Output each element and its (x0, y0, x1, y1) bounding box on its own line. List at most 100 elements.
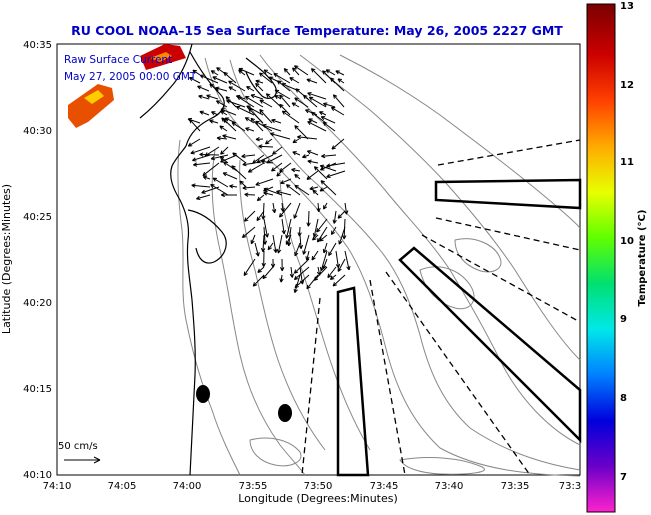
x-tick-label: 73:50 (304, 481, 333, 492)
colorbar-tick-label: 11 (620, 157, 634, 168)
current-vector (292, 138, 300, 144)
current-vector (276, 189, 292, 196)
current-vector (190, 146, 211, 155)
current-vector (220, 108, 237, 116)
current-vector (269, 132, 291, 140)
current-vector (256, 194, 265, 202)
current-vector (273, 73, 291, 84)
current-vector (294, 242, 301, 257)
current-vector (306, 170, 319, 180)
sst-patch-north-warm (150, 52, 172, 62)
current-vector (291, 102, 300, 108)
current-vector (285, 234, 292, 245)
current-vector (331, 138, 345, 150)
current-vector (320, 116, 336, 124)
current-vector (198, 94, 210, 100)
current-vector (202, 162, 220, 177)
current-vector (328, 242, 337, 257)
x-tick-label: 73:3 (559, 481, 581, 492)
current-vector (206, 94, 219, 100)
current-vector (305, 250, 310, 261)
current-vector (326, 170, 346, 179)
current-vector (308, 96, 327, 108)
y-tick-label: 40:15 (23, 384, 52, 395)
y-tick-label: 40:25 (23, 212, 52, 223)
current-vector (338, 226, 346, 245)
current-vector (193, 162, 211, 167)
current-vector (259, 109, 273, 124)
current-vector (222, 172, 238, 180)
current-vector (210, 183, 229, 196)
current-vector (274, 94, 282, 100)
current-vector (294, 97, 309, 108)
current-vector (242, 162, 256, 167)
current-vector (322, 242, 328, 254)
current-vector (322, 258, 328, 270)
current-vector (302, 94, 318, 108)
current-vector (197, 85, 210, 92)
current-vector (316, 218, 328, 233)
current-vector (229, 184, 238, 189)
current-vector (329, 274, 337, 280)
current-vector (226, 99, 246, 108)
radar-site-marker-1 (196, 385, 210, 403)
radar-site-marker-2 (278, 404, 292, 422)
current-vector (199, 152, 220, 157)
current-vector (311, 250, 319, 261)
current-vector (319, 234, 328, 242)
scale-arrow (64, 456, 101, 464)
current-vector (212, 76, 228, 84)
current-vector (306, 150, 319, 156)
current-vector (252, 274, 265, 287)
current-vector (321, 153, 337, 159)
current-vector (250, 94, 264, 100)
current-vector (298, 234, 304, 250)
coastline (139, 43, 277, 476)
current-vector (211, 111, 219, 116)
current-vector (325, 69, 336, 76)
current-vector (189, 77, 201, 84)
current-vector (302, 234, 310, 255)
current-vector (265, 93, 282, 108)
current-vector (316, 202, 321, 213)
colorbar-tick-label: 13 (620, 1, 634, 12)
current-vector (231, 165, 247, 180)
annotation-line-1: Raw Surface Current (64, 54, 172, 66)
current-vector (242, 185, 256, 191)
x-tick-label: 74:00 (173, 481, 202, 492)
current-vector (276, 234, 283, 254)
current-vector (259, 72, 273, 84)
current-vector (191, 183, 211, 188)
current-vector (228, 86, 237, 92)
current-vector (220, 146, 229, 155)
radial-wedge-southeast (398, 246, 582, 444)
current-vector (267, 242, 274, 251)
current-vector (279, 274, 284, 283)
current-vector (293, 266, 310, 281)
current-vector (248, 108, 264, 124)
current-vector (209, 119, 219, 124)
current-vector (307, 92, 327, 100)
current-vector (239, 180, 247, 188)
current-vector (238, 67, 255, 76)
current-vector (261, 159, 274, 164)
map-plot-area (56, 43, 581, 476)
x-tick-label: 74:10 (43, 481, 72, 492)
current-vector (281, 218, 286, 235)
y-tick-label: 40:10 (23, 470, 52, 481)
current-vector (223, 71, 237, 84)
current-vector (292, 67, 300, 76)
current-vector (274, 89, 291, 100)
current-vector (264, 138, 273, 145)
current-vector (263, 218, 269, 238)
current-vector (189, 118, 201, 132)
current-vector (220, 192, 238, 198)
current-vector (289, 266, 295, 278)
current-vector (215, 86, 228, 92)
current-vector (307, 121, 327, 132)
current-vector (293, 65, 309, 76)
y-tick-label: 40:30 (23, 126, 52, 137)
current-vector (254, 242, 260, 257)
x-tick-label: 73:35 (501, 481, 530, 492)
